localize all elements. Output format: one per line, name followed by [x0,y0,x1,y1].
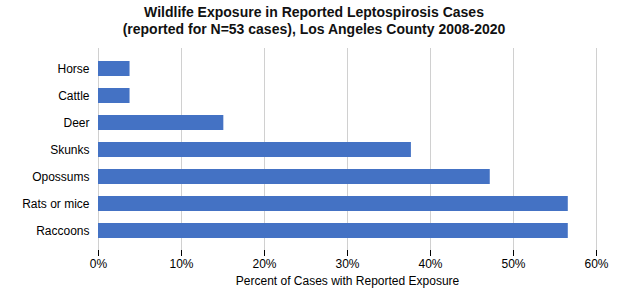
svg-text:Skunks: Skunks [50,143,89,157]
svg-text:Percent of Cases with Reported: Percent of Cases with Reported Exposure [236,274,460,288]
svg-text:Cattle: Cattle [58,89,90,103]
svg-text:10%: 10% [169,257,193,271]
html-text:(reported for N=53 cases), Los: (reported for N=53 cases), Los Angeles C… [122,21,506,37]
svg-text:Raccoons: Raccoons [36,224,89,238]
svg-text:Horse: Horse [57,62,89,76]
svg-text:50%: 50% [501,257,525,271]
svg-text:60%: 60% [584,257,608,271]
html-text:Wildlife Exposure in Reported: Wildlife Exposure in Reported Leptospiro… [144,4,484,20]
svg-text:0%: 0% [90,257,108,271]
svg-text:Opossums: Opossums [32,170,89,184]
svg-text:Rats or mice: Rats or mice [22,197,90,211]
svg-text:40%: 40% [418,257,442,271]
svg-text:20%: 20% [252,257,276,271]
svg-text:30%: 30% [335,257,359,271]
svg-text:Deer: Deer [63,116,89,130]
